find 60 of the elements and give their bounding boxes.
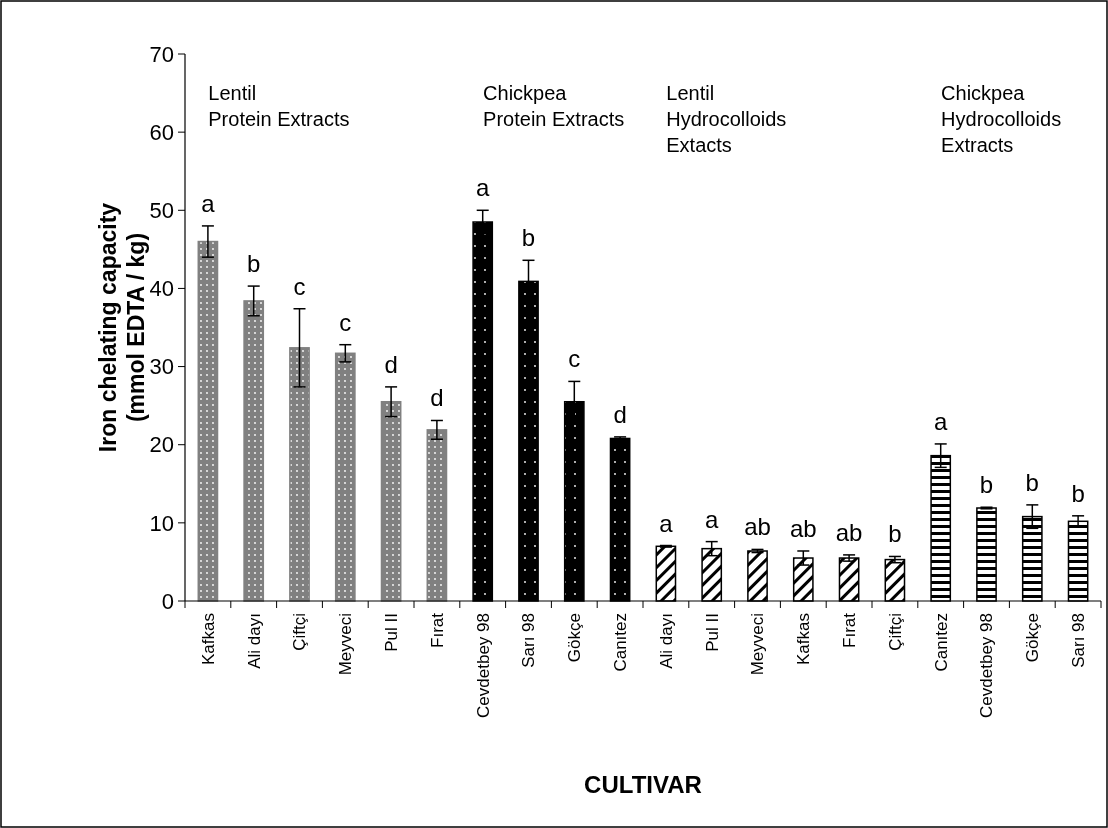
x-tick-label: Canıtez	[611, 613, 631, 672]
annotation: a	[705, 505, 720, 533]
annotation: Lentil Protein Extracts	[208, 82, 350, 130]
annotation: ab	[789, 514, 817, 542]
bar	[243, 300, 265, 602]
annotation: Lentil Hydrocolloids Extacts	[666, 82, 787, 156]
bar	[334, 352, 356, 602]
annotation: a	[659, 509, 674, 537]
bar	[197, 240, 219, 602]
annotation: ab	[744, 513, 771, 541]
annotation: b	[521, 224, 536, 252]
annotation: c	[568, 345, 581, 373]
y-tick-label: 50	[149, 197, 174, 223]
x-tick-label: Çiftçi	[885, 613, 905, 651]
x-tick-label: Kafkas	[198, 613, 218, 665]
bar	[380, 400, 402, 602]
x-tick-label: Sarı 98	[1069, 613, 1089, 668]
annotation: Chickpea Hydrocolloids Extracts	[941, 82, 1062, 156]
x-tick-label: Çiftçi	[290, 613, 310, 651]
annotation: c	[293, 272, 306, 300]
annotation: a	[201, 189, 216, 217]
y-axis-title: Iron chelating capacity (mmol EDTA / kg)	[95, 202, 150, 453]
annotation: d	[384, 350, 398, 378]
x-tick-label: Ali dayı	[656, 613, 676, 669]
annotation: b	[979, 471, 994, 499]
x-tick-label: Ali dayı	[244, 613, 264, 669]
x-tick-label: Sarı 98	[519, 613, 539, 668]
annotation: a	[476, 174, 491, 202]
annotation: d	[613, 400, 627, 428]
x-tick-label: Gökçe	[1023, 613, 1043, 663]
x-tick-label: Cevdetbey 98	[473, 613, 493, 718]
x-tick-label: Pul II	[702, 613, 722, 652]
annotation: b	[1025, 468, 1039, 496]
x-tick-label: Fırat	[840, 612, 860, 648]
y-tick-label: 60	[149, 119, 174, 145]
x-tick-label: Canıtez	[931, 613, 951, 672]
y-tick-label: 40	[149, 276, 174, 302]
annotation: b	[1071, 479, 1085, 507]
y-tick-label: 10	[149, 510, 174, 536]
x-axis-title: CULTIVAR	[584, 771, 702, 798]
annotation: d	[430, 384, 444, 412]
bar	[426, 429, 448, 602]
y-tick-label: 70	[149, 41, 174, 67]
x-tick-label: Meyveci	[748, 613, 768, 676]
x-tick-label: Pul II	[382, 613, 402, 652]
annotation: ab	[835, 518, 863, 546]
x-tick-label: Fırat	[427, 612, 447, 648]
x-tick-label: Meyveci	[336, 613, 356, 676]
annotation: b	[888, 520, 902, 548]
x-tick-label: Kafkas	[794, 613, 814, 665]
bar	[289, 347, 310, 602]
x-tick-label: Cevdetbey 98	[977, 613, 997, 718]
x-tick-label: Gökçe	[565, 613, 585, 663]
annotation: c	[339, 308, 352, 336]
y-tick-label: 20	[149, 432, 174, 458]
y-tick-label: 30	[149, 354, 174, 380]
annotation: a	[934, 407, 949, 435]
annotation: b	[247, 250, 261, 278]
annotation: Chickpea Protein Extracts	[483, 82, 625, 130]
y-tick-label: 0	[161, 588, 174, 614]
